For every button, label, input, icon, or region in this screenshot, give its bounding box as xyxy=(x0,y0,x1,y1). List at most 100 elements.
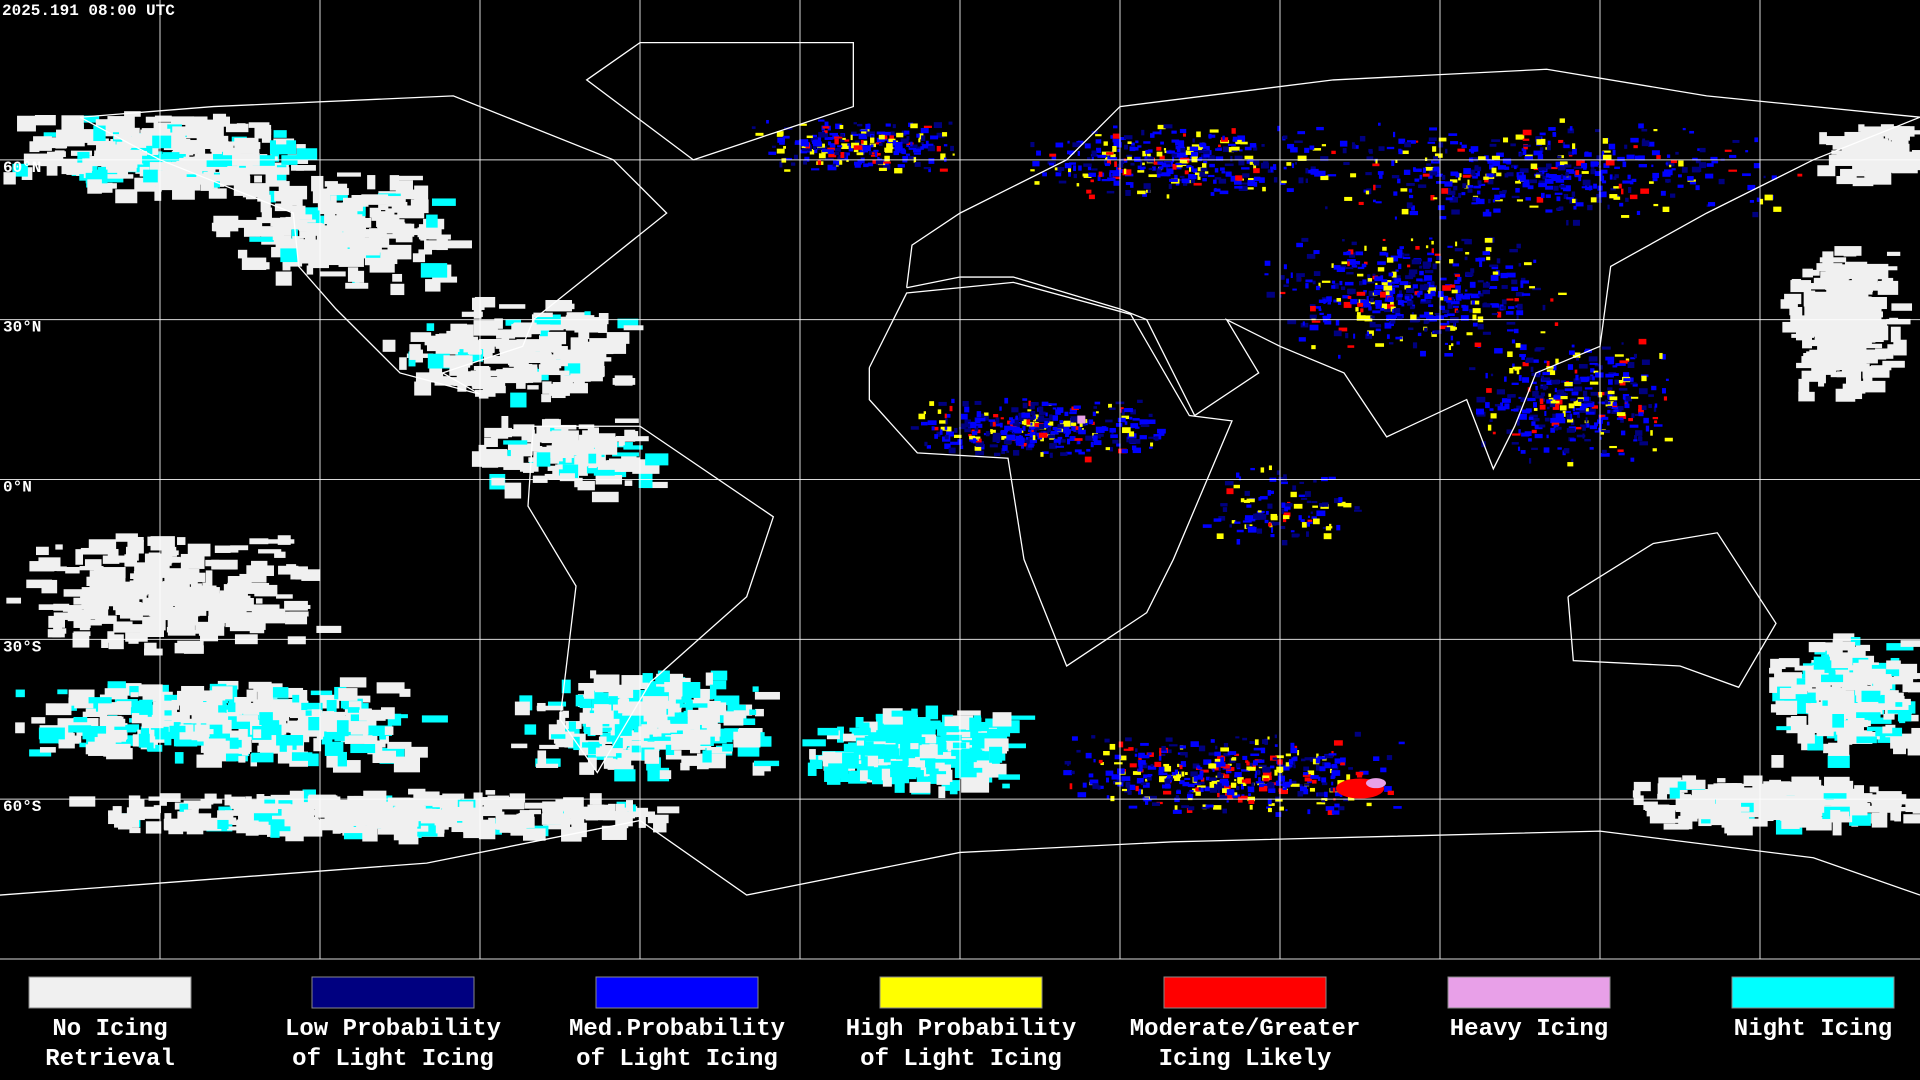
icing-area xyxy=(1776,700,1798,715)
icing-area xyxy=(1826,136,1852,146)
icing-area xyxy=(56,566,67,572)
icing-area xyxy=(856,740,864,746)
icing-area xyxy=(249,629,265,634)
icing-area xyxy=(82,711,108,718)
icing-area xyxy=(426,341,451,352)
icing-area xyxy=(1200,167,1208,172)
icing-area xyxy=(48,615,65,628)
icing-area xyxy=(1358,201,1364,205)
icing-area xyxy=(1309,324,1319,331)
icing-area xyxy=(1184,170,1189,175)
icing-area xyxy=(1218,178,1227,184)
icing-area xyxy=(1500,272,1508,279)
icing-area xyxy=(258,824,271,835)
icing-area xyxy=(1320,175,1329,181)
icing-area xyxy=(1590,169,1597,175)
icing-area xyxy=(1461,192,1466,196)
icing-area xyxy=(1511,382,1519,385)
icing-area xyxy=(540,359,562,369)
icing-area xyxy=(866,131,875,137)
icing-area xyxy=(310,690,333,696)
icing-area xyxy=(377,249,394,260)
icing-area xyxy=(174,138,186,143)
icing-area xyxy=(1373,184,1376,191)
icing-area xyxy=(864,755,879,768)
icing-area xyxy=(1422,173,1430,177)
icing-area xyxy=(943,144,948,147)
icing-area xyxy=(1625,396,1633,402)
icing-area xyxy=(1304,147,1310,153)
icing-area xyxy=(563,349,592,364)
icing-area xyxy=(1140,159,1143,166)
icing-area xyxy=(892,124,896,129)
icing-area xyxy=(250,704,271,712)
icing-area xyxy=(1408,281,1411,285)
icing-area xyxy=(238,728,248,740)
icing-area xyxy=(1524,431,1532,437)
icing-area xyxy=(1333,299,1339,303)
icing-area xyxy=(1297,155,1307,161)
icing-area xyxy=(1113,180,1120,186)
icing-area xyxy=(1347,259,1356,265)
icing-area xyxy=(306,265,314,275)
icing-area xyxy=(1176,166,1182,170)
icing-area xyxy=(504,482,522,499)
icing-area xyxy=(1568,154,1573,157)
icing-area xyxy=(1677,184,1684,188)
icing-area xyxy=(1517,419,1520,426)
icing-area xyxy=(468,344,482,355)
icing-area xyxy=(1312,148,1322,151)
icing-area xyxy=(1315,306,1321,309)
icing-area xyxy=(1163,148,1167,151)
icing-area xyxy=(1335,320,1340,326)
icing-area xyxy=(1347,261,1350,267)
icing-area xyxy=(634,436,649,442)
icing-area xyxy=(1581,163,1588,169)
icing-area xyxy=(1594,422,1599,427)
icing-area xyxy=(1152,131,1160,135)
icing-area xyxy=(208,615,225,627)
icing-area xyxy=(1317,170,1326,176)
icing-area xyxy=(917,146,922,151)
icing-area xyxy=(614,418,639,423)
icing-area xyxy=(1306,253,1316,259)
icing-area xyxy=(617,318,639,329)
icing-area xyxy=(1509,368,1514,374)
icing-area xyxy=(1196,131,1201,138)
icing-area xyxy=(1502,189,1507,193)
icing-area xyxy=(1372,163,1380,167)
icing-area xyxy=(1355,251,1364,256)
icing-area xyxy=(882,777,892,787)
icing-area xyxy=(1408,327,1414,331)
icing-area xyxy=(1395,269,1399,272)
icing-area xyxy=(1249,161,1253,165)
icing-area xyxy=(1520,282,1524,288)
icing-area xyxy=(390,283,405,296)
icing-area xyxy=(1354,260,1361,265)
icing-area xyxy=(1091,156,1094,161)
icing-area xyxy=(68,725,92,733)
icing-area xyxy=(1554,387,1557,393)
icing-area xyxy=(463,344,471,353)
icing-area xyxy=(1586,182,1590,187)
icing-area xyxy=(1069,162,1077,165)
icing-area xyxy=(1828,299,1853,311)
icing-area xyxy=(1581,186,1589,189)
icing-area xyxy=(1819,132,1827,145)
icing-area xyxy=(928,720,941,730)
icing-area xyxy=(1556,389,1559,396)
icing-area xyxy=(1626,154,1635,159)
icing-area xyxy=(783,157,793,161)
icing-area xyxy=(280,248,298,263)
icing-area xyxy=(1309,145,1315,150)
icing-area xyxy=(883,753,891,763)
icing-area xyxy=(1519,176,1526,182)
icing-area xyxy=(557,743,571,748)
icing-area xyxy=(1125,181,1132,186)
icing-area xyxy=(901,130,907,136)
icing-area xyxy=(1047,161,1056,165)
icing-area xyxy=(1232,136,1238,142)
icing-area xyxy=(85,619,102,626)
icing-area xyxy=(892,769,917,777)
icing-area xyxy=(1855,644,1871,652)
